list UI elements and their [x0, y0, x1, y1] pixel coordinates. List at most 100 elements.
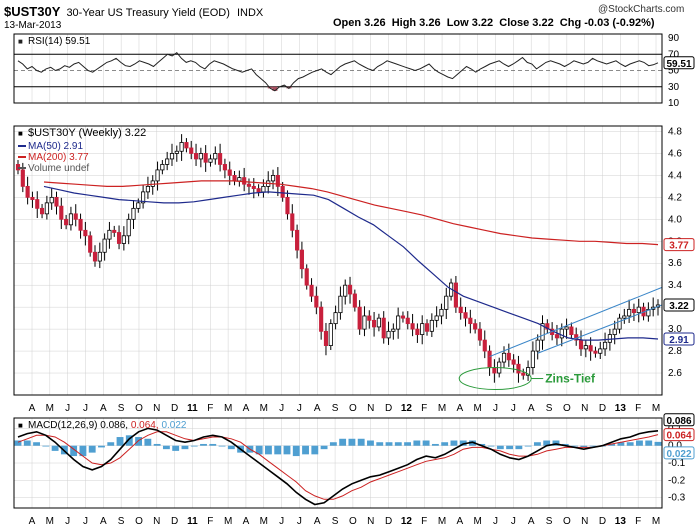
- macd-xaxis-label: D: [171, 516, 178, 527]
- price-xaxis-label: N: [367, 403, 374, 414]
- price-xaxis-label: J: [511, 403, 516, 414]
- candle-down: [285, 196, 290, 215]
- candle-down: [545, 323, 550, 330]
- candle-up: [169, 153, 175, 160]
- price-legend-item: MA(200) 3.77: [28, 152, 89, 163]
- macd-histogram-bar: [218, 445, 226, 447]
- macd-histogram-bar: [608, 443, 616, 446]
- macd-histogram-bar: [496, 445, 504, 450]
- macd-xaxis-label: J: [279, 516, 284, 527]
- macd-histogram-bar: [33, 442, 40, 446]
- candle-down: [554, 334, 560, 339]
- candle-down: [184, 142, 189, 149]
- macd-histogram-bar: [589, 445, 597, 447]
- candle-up: [107, 229, 112, 240]
- macd-value-tag-box: [663, 428, 695, 442]
- macd-xaxis-label: A: [457, 516, 464, 527]
- macd-xaxis-label: N: [367, 516, 374, 527]
- price-xaxis-label: O: [349, 403, 357, 414]
- chart-date: 13-Mar-2013: [4, 20, 62, 31]
- candle-down: [92, 251, 98, 262]
- price-value-tag: 3.77: [669, 241, 689, 252]
- candle-down: [290, 213, 295, 231]
- candle-down: [304, 268, 309, 286]
- candle-up: [559, 328, 564, 339]
- candle-down: [410, 323, 415, 330]
- ma50-line: [43, 185, 659, 341]
- candle-down: [487, 350, 492, 368]
- candle-up: [343, 284, 348, 297]
- rsi-tick-label: 90: [668, 33, 680, 44]
- candle-down: [400, 315, 406, 319]
- price-title: $UST30Y (Weekly) 3.22: [28, 127, 146, 139]
- macd-histogram-bar: [571, 445, 578, 447]
- candle-up: [564, 326, 569, 330]
- candle-down: [116, 232, 122, 244]
- candle-down: [424, 323, 430, 332]
- price-xaxis-label: N: [153, 403, 160, 414]
- macd-xaxis-label: S: [546, 516, 553, 527]
- price-tick-label: 4.8: [668, 126, 682, 137]
- rsi-legend-icon: ■: [18, 37, 23, 46]
- price-xaxis-label: O: [135, 403, 143, 414]
- price-xaxis-label: D: [385, 403, 392, 414]
- macd-xaxis-label: D: [385, 516, 392, 527]
- candle-down: [588, 345, 593, 352]
- candle-up: [174, 150, 179, 154]
- candle-down: [578, 339, 584, 350]
- candle-down: [381, 317, 386, 339]
- macd-histogram-bar: [645, 440, 653, 446]
- macd-histogram-bar: [441, 442, 449, 446]
- price-xaxis-label: N: [581, 403, 588, 414]
- macd-title-part: MACD(12,26,9): [28, 420, 100, 431]
- macd-histogram-bar: [14, 440, 22, 446]
- macd-histogram-bar: [339, 438, 347, 446]
- price-tick-label: 3.4: [668, 280, 682, 291]
- price-xaxis-label: F: [421, 403, 427, 414]
- macd-histogram-bar: [227, 445, 235, 450]
- candle-down: [73, 213, 78, 220]
- macd-histogram-bar: [394, 442, 402, 446]
- candle-up: [213, 153, 218, 160]
- macd-histogram-bar: [153, 443, 161, 446]
- candle-down: [372, 319, 377, 328]
- candle-down: [39, 207, 45, 215]
- macd-histogram-bar: [524, 445, 532, 447]
- macd-xaxis-label: 12: [401, 516, 413, 527]
- macd-histogram-bar: [107, 442, 115, 446]
- macd-xaxis-label: N: [153, 516, 160, 527]
- candle-down: [405, 317, 410, 325]
- price-tick-label: 2.8: [668, 346, 682, 357]
- rsi-frame: [13, 33, 663, 104]
- price-xaxis-label: A: [243, 403, 250, 414]
- macd-histogram-bar: [135, 437, 143, 446]
- candle-down: [242, 177, 247, 185]
- candle-down: [477, 328, 483, 341]
- candle-up: [145, 185, 150, 193]
- candle-up: [598, 348, 603, 354]
- candle-down: [64, 218, 69, 226]
- macd-xaxis-label: D: [599, 516, 606, 527]
- macd-histogram-bar: [98, 445, 105, 448]
- candle-up: [540, 323, 545, 341]
- candle-down: [227, 169, 232, 176]
- candle-up: [102, 238, 107, 253]
- candle-down: [473, 323, 478, 330]
- price-tick-label: 4.2: [668, 192, 682, 203]
- candle-down: [516, 363, 521, 374]
- candle-up: [44, 202, 49, 215]
- macd-histogram-bar: [209, 443, 217, 446]
- candle-down: [323, 330, 329, 346]
- macd-xaxis-label: O: [349, 516, 357, 527]
- price-xaxis-label: J: [279, 403, 284, 414]
- macd-histogram-bar: [181, 445, 189, 450]
- macd-histogram-bar: [200, 443, 207, 446]
- price-xaxis-label: D: [599, 403, 606, 414]
- candle-down: [299, 249, 304, 270]
- price-xaxis-label: J: [493, 403, 498, 414]
- candle-down: [246, 183, 252, 187]
- rsi-tick-label: 30: [668, 82, 680, 93]
- price-xaxis-label: J: [65, 403, 70, 414]
- candle-up: [627, 308, 632, 317]
- candle-up: [617, 317, 622, 330]
